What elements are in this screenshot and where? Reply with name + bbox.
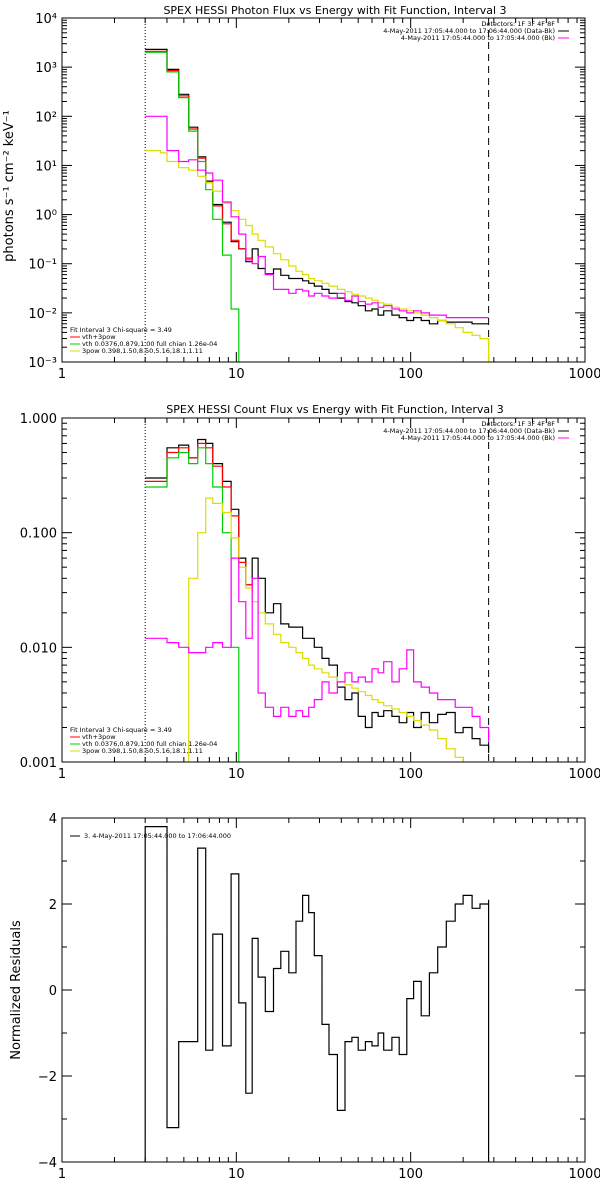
- y-tick-label: −4: [38, 1156, 57, 1171]
- legend-entry: vth+3pow: [82, 733, 116, 741]
- photon-plot-area: 1 10 100 1000 10⁻³ 10⁻² 10⁻¹ 10⁰ 10¹ 10² 10³ 10⁴ Det…: [28, 12, 600, 382]
- legend-entry: 4-May-2011 17:05:44.000 to 17:05:44.000 …: [401, 434, 555, 442]
- x-tick-label: 1000: [568, 767, 600, 782]
- residuals-plot-area: 1 10 100 1000 −4 −2 0 2 4 3. 4-May-2011 17:05:44.…: [38, 812, 600, 1182]
- axes-frame: [61, 817, 586, 1163]
- x-tick-label: 100: [398, 767, 423, 782]
- y-tick-label: 10⁻²: [28, 307, 57, 322]
- y-tick-label: 1.000: [20, 412, 57, 427]
- photon-panel-ylabel: photons s⁻¹ cm⁻² keV⁻¹: [2, 110, 17, 262]
- series-group: [145, 48, 490, 362]
- x-tick-label: 100: [398, 1167, 423, 1182]
- legend-entry: 4-May-2011 17:05:44.000 to 17:06:44.000 …: [383, 27, 555, 35]
- y-tick-label: −2: [38, 1070, 57, 1085]
- legend-entry: Detectors: 1F 3F 4F 8F: [481, 420, 555, 428]
- y-tick-label: 0.100: [20, 527, 57, 542]
- x-tick-label: 10: [228, 1167, 245, 1182]
- legend-entry: 4-May-2011 17:05:44.000 to 17:06:44.000 …: [383, 427, 555, 435]
- series-group: [144, 826, 490, 1162]
- count-flux-panel: SPEX HESSI Count Flux vs Energy with Fit…: [20, 403, 600, 782]
- x-tick-label: 10: [228, 367, 245, 382]
- count-plot-area: 1 10 100 1000 0.001 0.010 0.100 1.000 Detectors:…: [20, 412, 600, 782]
- x-tick-label: 100: [398, 367, 423, 382]
- y-tick-label: 10¹: [35, 159, 57, 174]
- legend-entry: Fit Interval 3 Chi-square = 3.49: [70, 326, 172, 334]
- photon-panel-title: SPEX HESSI Photon Flux vs Energy with Fi…: [163, 4, 506, 17]
- y-tick-label: 10⁴: [35, 12, 57, 27]
- data-series-4: [145, 115, 489, 319]
- x-tick-label: 1: [58, 767, 66, 782]
- y-tick-label: 10⁰: [35, 209, 57, 224]
- y-tick-label: 10³: [35, 61, 57, 76]
- x-tick-label: 10: [228, 767, 245, 782]
- legend-entry: vth 0.0376,0.879,1.00 full chian 1.26e-0…: [82, 340, 217, 348]
- data-series-3: [188, 497, 464, 762]
- x-tick-label: 1: [58, 1167, 66, 1182]
- y-tick-label: 10⁻¹: [28, 258, 57, 273]
- x-tick-label: 1000: [568, 367, 600, 382]
- series-group: [145, 438, 490, 762]
- residuals-panel-ylabel: Normalized Residuals: [9, 920, 24, 1060]
- data-series-0: [144, 826, 490, 1162]
- data-series-1: [145, 50, 253, 264]
- residuals-panel: Normalized Residuals 1 10 100 1000 −4 −2 0 2 4 3.…: [9, 812, 600, 1182]
- data-series-4: [145, 557, 490, 742]
- legend-entry: Detectors: 1F 3F 4F 8F: [481, 20, 555, 28]
- legend-entry: 3pow 0.398,1.50,8.50,5.16,18.1,1.11: [82, 747, 203, 755]
- count-panel-title: SPEX HESSI Count Flux vs Energy with Fit…: [166, 403, 503, 416]
- data-series-3: [145, 150, 490, 362]
- legend-entry: 4-May-2011 17:05:44.000 to 17:05:44.000 …: [401, 34, 555, 42]
- y-tick-label: 0: [49, 984, 57, 999]
- data-series-0: [145, 438, 490, 753]
- y-tick-label: 0.010: [20, 641, 57, 656]
- legend-entry: Fit Interval 3 Chi-square = 3.49: [70, 726, 172, 734]
- y-tick-label: 4: [49, 812, 57, 827]
- axes-frame: [61, 417, 586, 763]
- y-tick-label: 2: [49, 898, 57, 913]
- data-series-2: [145, 447, 240, 762]
- y-tick-label: 0.001: [20, 756, 57, 771]
- legend-entry: 3pow 0.398,1.50,8.50,5.16,18.1,1.11: [82, 347, 203, 355]
- y-tick-label: 10⁻³: [28, 356, 57, 371]
- legend-entry: vth+3pow: [82, 333, 116, 341]
- data-series-0: [145, 48, 489, 325]
- legend-entry: 3. 4-May-2011 17:05:44.000 to 17:06:44.0…: [84, 832, 231, 840]
- x-tick-label: 1000: [568, 1167, 600, 1182]
- data-series-2: [145, 51, 240, 362]
- data-series-1: [145, 442, 253, 593]
- axes-frame: [61, 17, 586, 363]
- y-tick-label: 10²: [35, 110, 57, 125]
- legend-entry: vth 0.0376,0.879,1.00 full chian 1.26e-0…: [82, 740, 217, 748]
- x-tick-label: 1: [58, 367, 66, 382]
- photon-flux-panel: SPEX HESSI Photon Flux vs Energy with Fi…: [2, 4, 600, 382]
